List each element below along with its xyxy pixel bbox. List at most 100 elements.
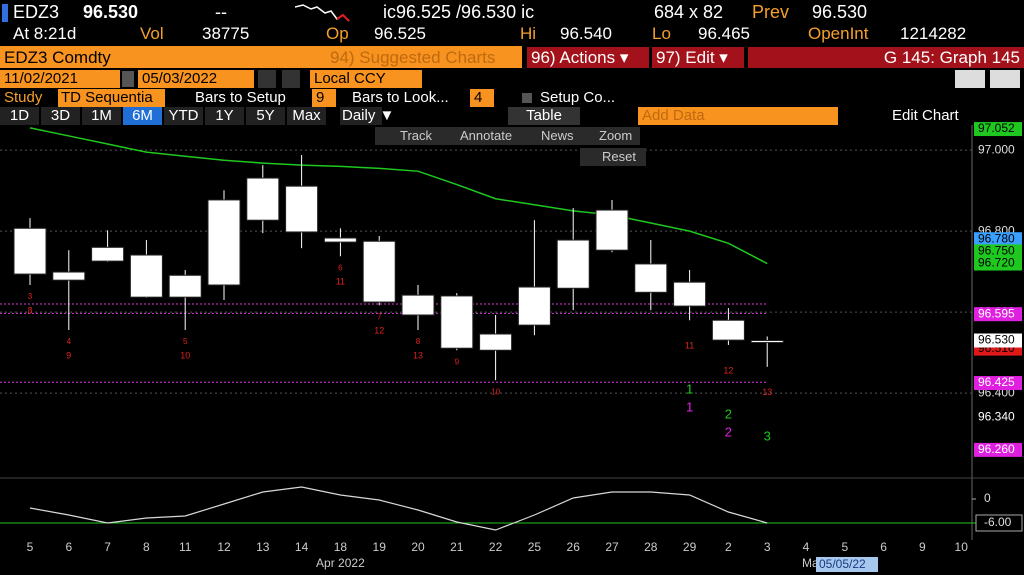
td-count: 7 <box>377 312 382 321</box>
setup-value[interactable]: 9 <box>312 89 336 107</box>
add-data[interactable]: Add Data <box>638 107 838 125</box>
study-label: Study <box>4 89 43 106</box>
checkbox[interactable] <box>522 93 532 103</box>
td-count: 11 <box>685 341 694 351</box>
td-count: 3 <box>28 292 33 301</box>
td-count: 9 <box>66 350 71 360</box>
undo-button[interactable] <box>955 70 985 88</box>
x-tick-label: 8 <box>143 540 150 554</box>
x-tick-label: 13 <box>256 540 270 554</box>
candle-body <box>750 340 784 344</box>
td-count: 2 <box>725 424 732 439</box>
x-tick-label: 20 <box>411 540 425 554</box>
price-tag <box>974 256 1022 271</box>
x-tick-label: 3 <box>764 540 771 554</box>
prev-button[interactable] <box>258 70 276 88</box>
study-name[interactable]: TD Sequentia <box>58 89 165 107</box>
td-count: 11 <box>336 277 345 287</box>
look-value[interactable]: 4 <box>470 89 494 107</box>
next-button[interactable] <box>282 70 300 88</box>
end-date[interactable]: 05/03/2022 <box>138 70 254 88</box>
x-tick-label: 27 <box>605 540 619 554</box>
x-tick-label: 11 <box>179 540 192 554</box>
td-count: 8 <box>27 305 32 315</box>
price-tag-label: 96.750 <box>978 244 1015 258</box>
period-button[interactable]: 1Y <box>205 107 244 125</box>
period-button[interactable]: 3D <box>41 107 80 125</box>
period-button[interactable]: 6M <box>123 107 162 125</box>
start-date[interactable]: 11/02/2021 <box>0 70 120 88</box>
prev: 96.530 <box>812 2 868 22</box>
period-button[interactable]: 5Y <box>246 107 285 125</box>
td-count: 13 <box>413 350 423 360</box>
candle-body <box>479 333 513 351</box>
period-button[interactable]: Max <box>287 107 326 125</box>
td-count: 3 <box>764 428 771 443</box>
ticker: EDZ3 <box>13 2 60 22</box>
month-label: Ma <box>802 556 819 570</box>
x-tick-label: 6 <box>65 540 72 554</box>
td-count: 9 <box>455 357 460 366</box>
x-tick-label: 22 <box>489 540 503 554</box>
security[interactable]: EDZ3 Comdty <box>4 48 111 67</box>
sparkline-icon <box>295 4 350 22</box>
chart-tool[interactable]: News <box>541 128 574 143</box>
osc-tick-label: 0 <box>984 491 991 505</box>
candle-body <box>711 319 745 341</box>
chart-tool[interactable]: Annotate <box>460 128 513 143</box>
price-tag <box>974 122 1022 137</box>
x-tick-label: 5 <box>841 540 848 554</box>
bid-ask: ic96.525 /96.530 ic <box>383 2 535 22</box>
time: At 8:21d <box>13 24 77 43</box>
td-count: 12 <box>723 365 733 375</box>
actions-menu[interactable]: 96) Actions ▾ <box>527 47 649 68</box>
moving-average <box>29 127 768 265</box>
currency[interactable]: Local CCY <box>310 70 422 88</box>
open-label: Op <box>326 24 349 43</box>
graph-name: G 145: Graph 145 <box>748 47 1024 68</box>
td-count: 10 <box>491 387 500 396</box>
period-button[interactable]: 1M <box>82 107 121 125</box>
price-tag <box>974 333 1022 348</box>
redo-button[interactable] <box>990 70 1020 88</box>
cursor-date-box <box>816 557 878 572</box>
candle-body <box>517 286 551 326</box>
price-tag-label: 96.720 <box>978 256 1015 270</box>
x-tick-label: 21 <box>450 540 464 554</box>
price-tag-label: 96.595 <box>978 306 1015 320</box>
period-button[interactable]: YTD <box>164 107 203 125</box>
x-tick-label: 4 <box>803 540 810 554</box>
ticker-marker <box>2 4 8 22</box>
change: -- <box>215 2 227 22</box>
oi-label: OpenInt <box>808 24 869 43</box>
vol-label: Vol <box>140 24 164 43</box>
plot-area <box>0 125 972 475</box>
last-price: 96.530 <box>83 2 139 22</box>
edit-menu[interactable]: 97) Edit ▾ <box>652 47 744 68</box>
chart-tool[interactable]: Track <box>400 128 433 143</box>
tick-box <box>975 514 1023 532</box>
chart-tool[interactable]: Zoom <box>599 128 633 143</box>
period-button[interactable]: 1D <box>0 107 39 125</box>
oscillator-line <box>29 486 768 531</box>
frequency[interactable]: Daily ▼ <box>340 107 395 125</box>
reset-button[interactable]: Reset <box>580 148 646 166</box>
x-tick-label: 7 <box>104 540 111 554</box>
td-count: 4 <box>67 337 72 346</box>
price-tag-label: 96.260 <box>978 442 1015 456</box>
x-tick-label: 29 <box>683 540 697 554</box>
candle-body <box>362 240 396 303</box>
x-tick-label: 28 <box>644 540 658 554</box>
oi: 1214282 <box>900 24 967 43</box>
vol: 38775 <box>202 24 250 43</box>
td-count: 12 <box>374 326 384 336</box>
low-label: Lo <box>652 24 671 43</box>
suggested-charts[interactable]: 94) Suggested Charts <box>330 48 496 67</box>
td-count: 10 <box>180 350 190 360</box>
y-tick-label: 97.000 <box>978 142 1015 156</box>
edit-chart[interactable]: Edit Chart <box>892 107 959 124</box>
dash <box>122 71 134 87</box>
table-button[interactable]: Table <box>508 107 580 125</box>
x-tick-label: 5 <box>27 540 34 554</box>
